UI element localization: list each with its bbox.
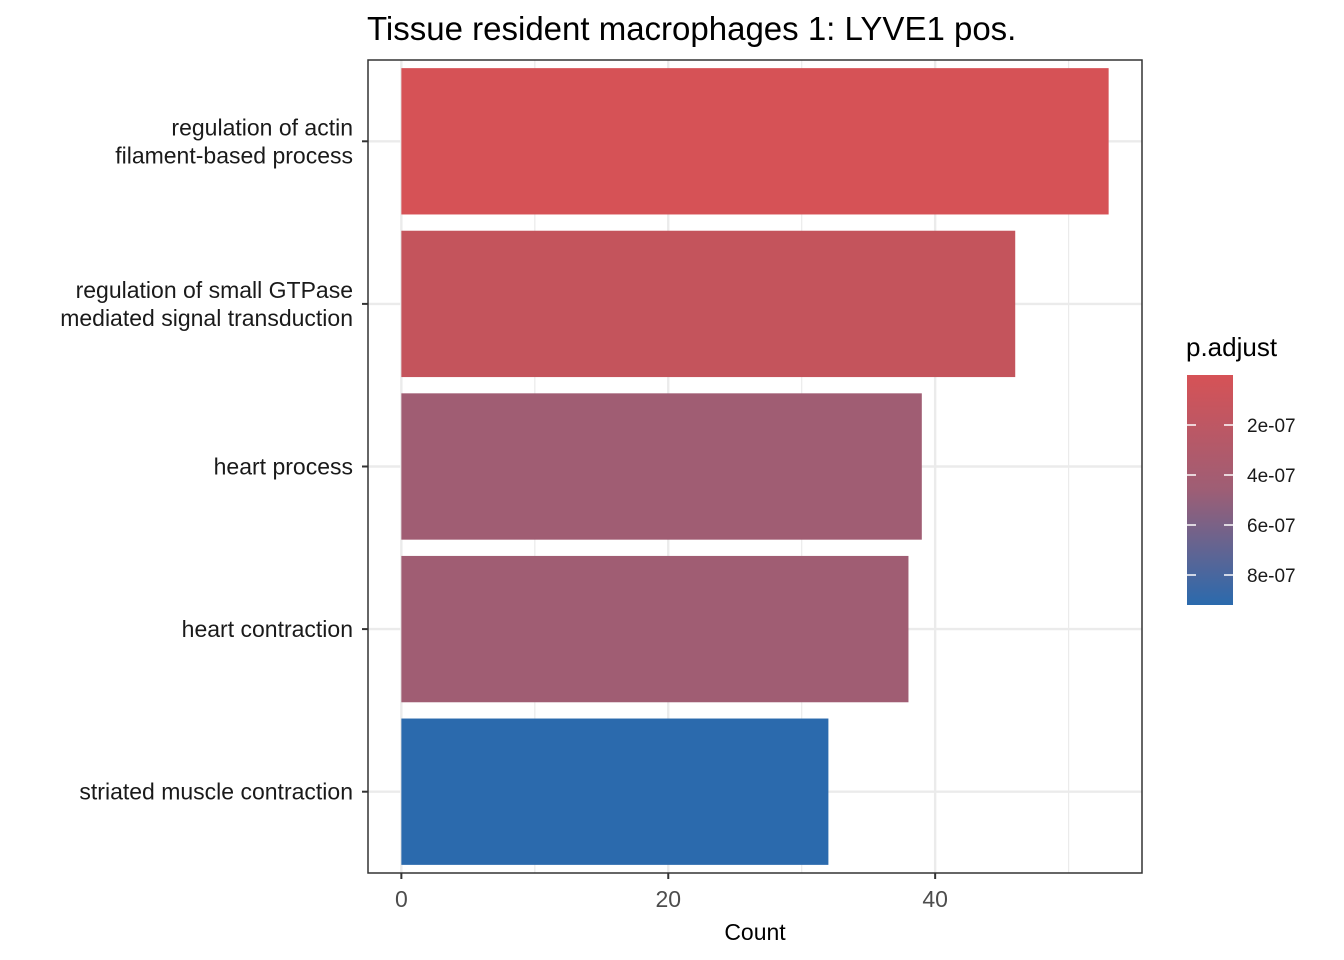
x-tick-label: 20 (655, 886, 681, 912)
category-label: filament-based process (115, 142, 353, 168)
color-legend: p.adjust 2e-07 4e-07 6e-07 8e-07 (1186, 332, 1296, 605)
category-label: regulation of small GTPase (76, 277, 353, 303)
category-label: heart process (214, 454, 353, 480)
x-axis-title: Count (724, 919, 786, 945)
chart-title: Tissue resident macrophages 1: LYVE1 pos… (367, 10, 1016, 47)
category-label: regulation of actin (171, 114, 353, 140)
bar (401, 393, 921, 539)
bar (401, 719, 828, 865)
x-axis: 0 20 40 (395, 873, 948, 912)
category-label: mediated signal transduction (60, 305, 353, 331)
category-label: striated muscle contraction (79, 779, 353, 805)
legend-tick-label: 8e-07 (1247, 566, 1296, 587)
bar (401, 556, 908, 702)
legend-title: p.adjust (1186, 332, 1278, 362)
bar (401, 231, 1015, 377)
x-tick-label: 0 (395, 886, 408, 912)
plot-panel (368, 60, 1142, 873)
legend-tick-label: 6e-07 (1247, 516, 1296, 537)
legend-colorbar (1187, 375, 1233, 605)
x-tick-label: 40 (922, 886, 948, 912)
legend-tick-label: 2e-07 (1247, 416, 1296, 437)
category-label: heart contraction (182, 616, 353, 642)
bar (401, 68, 1108, 214)
legend-tick-label: 4e-07 (1247, 466, 1296, 487)
